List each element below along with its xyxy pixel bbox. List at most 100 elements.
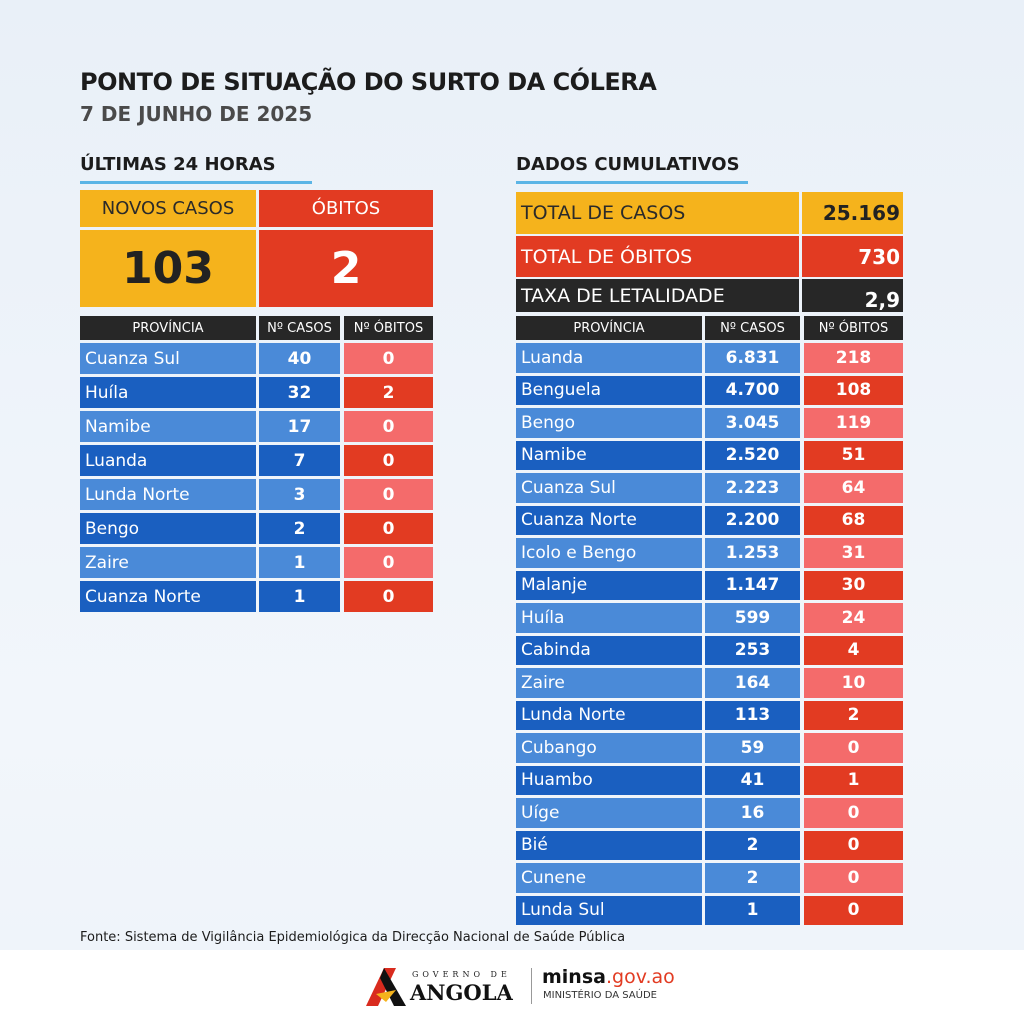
cases-cell: 1 (705, 895, 800, 925)
deaths-cell: 51 (804, 440, 903, 470)
cases-cell: 1.253 (705, 538, 800, 568)
cases-cell: 113 (705, 700, 800, 730)
cases-cell: 1.147 (705, 570, 800, 600)
deaths-cell: 0 (344, 513, 433, 544)
province-cell: Luanda (516, 343, 702, 373)
province-cell: Namibe (516, 440, 702, 470)
gov-small-text: GOVERNO DE (412, 970, 511, 979)
province-cell: Bengo (516, 408, 702, 438)
province-cell: Cubango (516, 733, 702, 763)
deaths-cell: 24 (804, 603, 903, 633)
cases-cell: 253 (705, 635, 800, 665)
deaths-cell: 0 (344, 547, 433, 578)
deaths-cell: 68 (804, 505, 903, 535)
minsa-logo: minsa.gov.ao (542, 966, 675, 988)
new-cases-label: NOVOS CASOS (80, 190, 256, 227)
deaths-cell: 218 (804, 343, 903, 373)
cases-cell: 6.831 (705, 343, 800, 373)
deaths-cell: 2 (804, 700, 903, 730)
cases-cell: 59 (705, 733, 800, 763)
cases-cell: 7 (259, 445, 340, 476)
province-cell: Luanda (80, 445, 256, 476)
deaths-cell: 108 (804, 375, 903, 405)
deaths-cell: 0 (344, 445, 433, 476)
deaths-cell: 0 (804, 798, 903, 828)
footer: GOVERNO DE ANGOLA minsa.gov.ao MINISTÉRI… (0, 950, 1024, 1024)
column-header: PROVÍNCIA (80, 316, 256, 340)
ministry-text: MINISTÉRIO DA SAÚDE (543, 990, 657, 1001)
province-cell: Lunda Norte (80, 479, 256, 510)
deaths-cell: 10 (804, 668, 903, 698)
province-cell: Malanje (516, 570, 702, 600)
province-cell: Cuanza Sul (80, 343, 256, 374)
gov-big-text: ANGOLA (410, 980, 513, 1005)
cases-cell: 2.223 (705, 473, 800, 503)
province-cell: Icolo e Bengo (516, 538, 702, 568)
column-header: Nº CASOS (259, 316, 340, 340)
minsa-text: minsa (542, 966, 606, 988)
cases-cell: 1 (259, 547, 340, 578)
province-cell: Cuanza Sul (516, 473, 702, 503)
province-cell: Zaire (516, 668, 702, 698)
province-cell: Huíla (516, 603, 702, 633)
deaths-cell: 0 (344, 343, 433, 374)
province-cell: Lunda Sul (516, 895, 702, 925)
deaths-cell: 119 (804, 408, 903, 438)
cases-cell: 16 (705, 798, 800, 828)
cases-cell: 2 (705, 830, 800, 860)
total-cases-label: TOTAL DE CASOS (516, 192, 799, 234)
deaths-cell: 0 (344, 411, 433, 442)
cases-cell: 2 (259, 513, 340, 544)
new-cases-value: 103 (80, 230, 256, 307)
page-title: PONTO DE SITUAÇÃO DO SURTO DA CÓLERA (80, 68, 657, 96)
deaths-cell: 2 (344, 377, 433, 408)
cases-cell: 17 (259, 411, 340, 442)
deaths-cell: 64 (804, 473, 903, 503)
deaths-value: 2 (259, 230, 433, 307)
angola-emblem-icon (366, 968, 406, 1006)
deaths-cell: 4 (804, 635, 903, 665)
column-header: PROVÍNCIA (516, 316, 702, 340)
province-cell: Huambo (516, 765, 702, 795)
cases-cell: 3 (259, 479, 340, 510)
cases-cell: 41 (705, 765, 800, 795)
deaths-cell: 0 (344, 479, 433, 510)
column-header: Nº CASOS (705, 316, 800, 340)
province-cell: Cunene (516, 863, 702, 893)
cases-cell: 3.045 (705, 408, 800, 438)
deaths-cell: 30 (804, 570, 903, 600)
logo-divider (531, 968, 532, 1004)
cases-cell: 1 (259, 581, 340, 612)
lethality-value: 2,9 (802, 279, 903, 312)
deaths-cell: 0 (344, 581, 433, 612)
cases-cell: 2.520 (705, 440, 800, 470)
section-cumulative: DADOS CUMULATIVOS (516, 154, 748, 184)
province-cell: Lunda Norte (516, 700, 702, 730)
cases-cell: 2.200 (705, 505, 800, 535)
lethality-label: TAXA DE LETALIDADE (516, 279, 799, 312)
total-deaths-value: 730 (802, 236, 903, 277)
province-cell: Benguela (516, 375, 702, 405)
deaths-label: ÓBITOS (259, 190, 433, 227)
cases-cell: 32 (259, 377, 340, 408)
deaths-cell: 0 (804, 830, 903, 860)
page-date: 7 DE JUNHO DE 2025 (80, 102, 313, 126)
deaths-cell: 31 (804, 538, 903, 568)
province-cell: Bié (516, 830, 702, 860)
minsa-domain: .gov.ao (605, 966, 675, 988)
province-cell: Uíge (516, 798, 702, 828)
province-cell: Cabinda (516, 635, 702, 665)
cases-cell: 40 (259, 343, 340, 374)
province-cell: Cuanza Norte (516, 505, 702, 535)
cases-cell: 2 (705, 863, 800, 893)
total-cases-value: 25.169 (802, 192, 903, 234)
province-cell: Huíla (80, 377, 256, 408)
column-header: Nº ÓBITOS (344, 316, 433, 340)
province-cell: Zaire (80, 547, 256, 578)
section-last-24h: ÚLTIMAS 24 HORAS (80, 154, 312, 184)
deaths-cell: 0 (804, 895, 903, 925)
cases-cell: 4.700 (705, 375, 800, 405)
cases-cell: 164 (705, 668, 800, 698)
province-cell: Cuanza Norte (80, 581, 256, 612)
deaths-cell: 1 (804, 765, 903, 795)
